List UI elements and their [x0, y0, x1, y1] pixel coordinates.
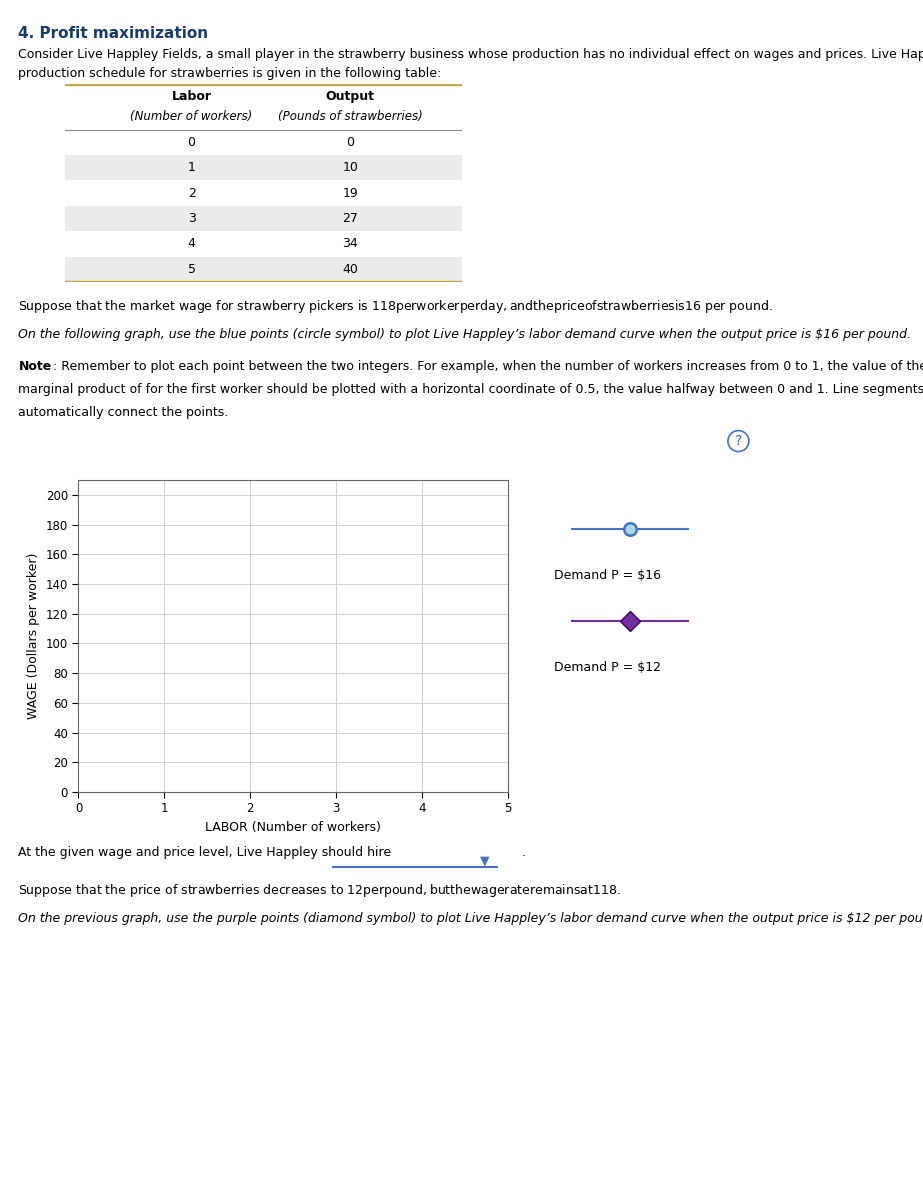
Bar	[65, 130, 462, 155]
Text: Output: Output	[326, 90, 375, 103]
Bar	[65, 205, 462, 232]
Text: 27: 27	[342, 212, 358, 224]
Bar	[65, 180, 462, 205]
Text: 5: 5	[187, 263, 196, 276]
Y-axis label: WAGE (Dollars per worker): WAGE (Dollars per worker)	[27, 553, 40, 719]
Text: 0: 0	[187, 136, 196, 149]
Text: 34: 34	[342, 238, 358, 251]
Bar	[65, 232, 462, 257]
Text: (Number of workers): (Number of workers)	[130, 110, 253, 124]
Text: At the given wage and price level, Live Happley should hire: At the given wage and price level, Live …	[18, 846, 391, 859]
Text: .: .	[521, 846, 525, 859]
Text: Note: Note	[18, 360, 52, 373]
Text: On the previous graph, use the purple points (diamond symbol) to plot Live Happl: On the previous graph, use the purple po…	[18, 912, 923, 925]
Text: marginal product of for the first worker should be plotted with a horizontal coo: marginal product of for the first worker…	[18, 383, 923, 396]
Text: 10: 10	[342, 161, 358, 174]
Text: 19: 19	[342, 186, 358, 199]
Text: Demand P = $12: Demand P = $12	[554, 661, 661, 674]
Text: ▼: ▼	[480, 854, 490, 868]
Text: 2: 2	[187, 186, 196, 199]
Text: Labor: Labor	[172, 90, 211, 103]
Text: : Remember to plot each point between the two integers. For example, when the nu: : Remember to plot each point between th…	[53, 360, 923, 373]
Text: automatically connect the points.: automatically connect the points.	[18, 406, 229, 419]
Bar	[65, 84, 462, 130]
Text: (Pounds of strawberries): (Pounds of strawberries)	[278, 110, 423, 124]
Text: 3: 3	[187, 212, 196, 224]
Text: production schedule for strawberries is given in the following table:: production schedule for strawberries is …	[18, 67, 442, 80]
Text: 4: 4	[187, 238, 196, 251]
Bar	[65, 155, 462, 180]
Text: 0: 0	[346, 136, 354, 149]
Text: Suppose that the price of strawberries decreases to $12 per pound, but the wage : Suppose that the price of strawberries d…	[18, 882, 621, 899]
Text: On the following graph, use the blue points (circle symbol) to plot Live Happley: On the following graph, use the blue poi…	[18, 328, 911, 341]
Bar	[65, 257, 462, 282]
Text: 1: 1	[187, 161, 196, 174]
X-axis label: LABOR (Number of workers): LABOR (Number of workers)	[205, 821, 381, 834]
Text: 40: 40	[342, 263, 358, 276]
Text: Suppose that the market wage for strawberry pickers is $118 per worker per day, : Suppose that the market wage for strawbe…	[18, 298, 773, 314]
Text: Consider Live Happley Fields, a small player in the strawberry business whose pr: Consider Live Happley Fields, a small pl…	[18, 48, 923, 61]
Text: 4. Profit maximization: 4. Profit maximization	[18, 26, 209, 41]
Text: Demand P = $16: Demand P = $16	[554, 569, 661, 582]
Text: ?: ?	[735, 434, 742, 448]
